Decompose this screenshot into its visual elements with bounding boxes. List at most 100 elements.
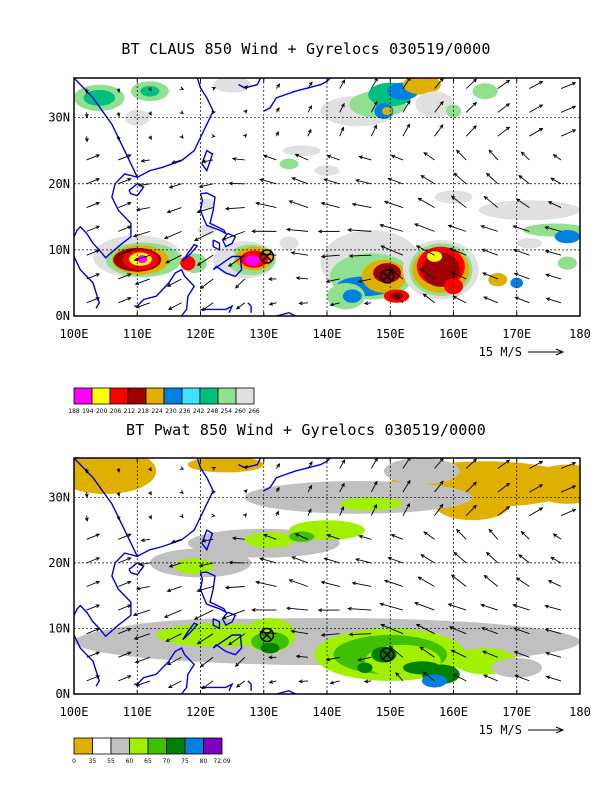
wind-arrowhead bbox=[127, 580, 132, 585]
wind-arrow bbox=[136, 586, 150, 590]
wind-arrow bbox=[465, 78, 477, 89]
lat-tick-label: 10N bbox=[48, 621, 70, 635]
wind-arrowhead bbox=[148, 135, 152, 141]
wind-arrow bbox=[545, 250, 562, 256]
wind-arrow bbox=[330, 680, 340, 684]
coastline bbox=[74, 78, 139, 259]
gyre-circle bbox=[379, 647, 395, 662]
wind-arrowhead bbox=[166, 661, 172, 666]
colorbar-swatch bbox=[129, 737, 149, 755]
shaded-region bbox=[357, 662, 373, 674]
wind-arrow bbox=[514, 272, 530, 280]
wind-arrow bbox=[86, 675, 100, 682]
wind-arrowhead bbox=[255, 201, 260, 206]
wind-arrowhead bbox=[550, 177, 555, 182]
colorbar-label: 75 bbox=[181, 758, 189, 765]
wind-arrowhead bbox=[544, 628, 550, 632]
wind-arrowhead bbox=[348, 253, 354, 258]
wind-arrowhead bbox=[308, 461, 313, 466]
wind-arrow bbox=[299, 302, 309, 304]
wind-arrowhead bbox=[275, 510, 279, 516]
shaded-region bbox=[213, 78, 252, 93]
wind-arrow bbox=[388, 178, 404, 185]
wind-arrowhead bbox=[127, 627, 132, 632]
wind-arrowhead bbox=[326, 154, 331, 159]
wind-arrow bbox=[395, 294, 404, 304]
wind-arrow bbox=[197, 207, 214, 213]
wind-arrowhead bbox=[488, 149, 493, 154]
wind-arrowhead bbox=[347, 228, 352, 232]
wind-arrow bbox=[484, 575, 499, 587]
wind-arrow bbox=[381, 624, 404, 635]
wind-arrowhead bbox=[95, 580, 101, 585]
wind-arrow bbox=[269, 680, 277, 683]
coastline bbox=[182, 622, 199, 641]
wind-arrowhead bbox=[481, 627, 486, 631]
wind-arrow bbox=[546, 676, 562, 682]
wind-arrowhead bbox=[340, 126, 345, 131]
wind-arrowhead bbox=[419, 646, 424, 651]
coastline bbox=[238, 78, 262, 89]
wind-arrow bbox=[222, 230, 245, 241]
wind-arrowhead bbox=[514, 674, 519, 679]
vector-reference-label: 15 M/S bbox=[479, 723, 522, 737]
colorbar-swatch bbox=[73, 737, 93, 755]
coastline bbox=[200, 304, 234, 313]
coastline bbox=[276, 689, 296, 694]
wind-arrow bbox=[451, 195, 467, 208]
wind-arrow bbox=[118, 178, 131, 185]
wind-arrowhead bbox=[267, 277, 273, 281]
wind-arrow bbox=[136, 207, 150, 211]
colorbar: 0 35 55 60 65 70 75 80 72.09 bbox=[72, 737, 231, 765]
wind-arrow bbox=[232, 158, 245, 161]
wind-arrowhead bbox=[267, 655, 273, 660]
wind-arrow bbox=[86, 557, 100, 564]
wind-arrow bbox=[497, 506, 510, 517]
wind-arrow bbox=[359, 535, 372, 540]
wind-arrow bbox=[166, 633, 182, 642]
shaded-region bbox=[180, 255, 196, 271]
vector-reference-arrowhead bbox=[555, 348, 565, 356]
wind-arrowhead bbox=[228, 560, 233, 565]
wind-arrow bbox=[513, 225, 530, 232]
wind-arrowhead bbox=[472, 481, 477, 486]
coastline bbox=[182, 243, 199, 262]
wind-arrowhead bbox=[341, 79, 346, 84]
wind-arrow bbox=[515, 675, 530, 682]
shaded-region bbox=[478, 200, 580, 221]
colorbar-label: 242 bbox=[193, 408, 205, 415]
colorbar-label: 212 bbox=[124, 408, 136, 415]
wind-arrowhead bbox=[127, 297, 132, 301]
wind-arrowhead bbox=[148, 467, 152, 472]
wind-arrowhead bbox=[415, 245, 421, 249]
wind-arrow bbox=[481, 225, 498, 232]
wind-arrowhead bbox=[116, 136, 121, 142]
wind-arrowhead bbox=[545, 675, 551, 680]
wind-arrow bbox=[197, 254, 214, 266]
wind-arrowhead bbox=[320, 254, 326, 259]
wind-arrow bbox=[135, 656, 151, 663]
colorbar-swatch bbox=[203, 737, 223, 755]
wind-arrow bbox=[560, 105, 576, 113]
wind-arrow bbox=[553, 533, 562, 540]
shaded-region bbox=[244, 532, 296, 548]
colorbar-label: 260 bbox=[234, 408, 246, 415]
wind-arrow bbox=[201, 302, 214, 311]
wind-arrowhead bbox=[84, 517, 89, 522]
wind-arrowhead bbox=[512, 627, 518, 631]
wind-arrowhead bbox=[472, 78, 478, 83]
wind-arrow bbox=[307, 81, 313, 89]
wind-arrowhead bbox=[127, 178, 132, 182]
wind-arrow bbox=[395, 672, 404, 682]
colorbar-label: 266 bbox=[248, 408, 260, 415]
wind-arrowhead bbox=[262, 154, 268, 159]
wind-arrow bbox=[172, 159, 182, 164]
wind-arrowhead bbox=[95, 675, 101, 679]
colorbar-swatch bbox=[166, 737, 186, 755]
wind-arrowhead bbox=[373, 480, 378, 486]
wind-arrow bbox=[456, 149, 467, 161]
wind-arrowhead bbox=[373, 503, 377, 509]
wind-arrowhead bbox=[348, 632, 354, 637]
wind-arrowhead bbox=[201, 685, 206, 690]
wind-arrowhead bbox=[373, 100, 378, 106]
